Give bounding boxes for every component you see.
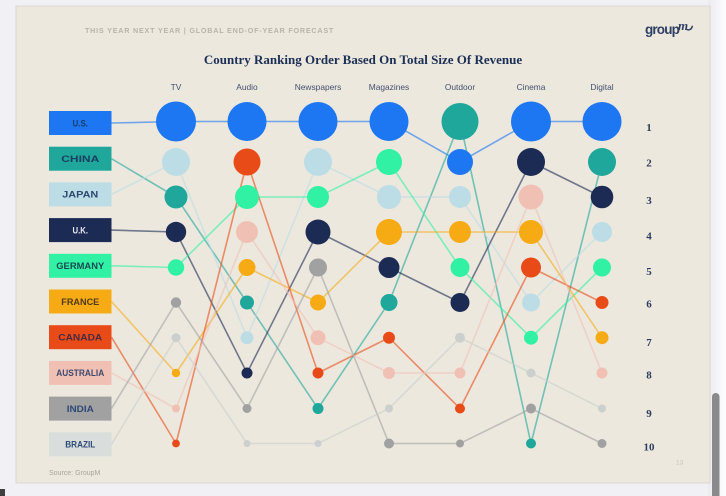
svg-text:GERMANY: GERMANY xyxy=(56,261,105,272)
svg-text:CHINA: CHINA xyxy=(61,154,99,165)
svg-text:Source: GroupM: Source: GroupM xyxy=(49,470,101,477)
svg-text:TV: TV xyxy=(171,82,182,92)
svg-text:Cinema: Cinema xyxy=(517,82,546,92)
svg-text:Outdoor: Outdoor xyxy=(445,82,475,92)
svg-text:BRAZIL: BRAZIL xyxy=(65,440,95,451)
svg-text:Newspapers: Newspapers xyxy=(295,82,342,92)
svg-text:JAPAN: JAPAN xyxy=(62,190,98,201)
svg-text:10: 10 xyxy=(644,441,656,453)
svg-text:5: 5 xyxy=(646,266,652,278)
svg-text:CANADA: CANADA xyxy=(58,333,102,344)
svg-text:13: 13 xyxy=(676,460,684,467)
svg-text:Digital: Digital xyxy=(590,82,613,92)
svg-text:Magazines: Magazines xyxy=(369,82,410,92)
svg-text:U.S.: U.S. xyxy=(73,118,89,129)
svg-text:U.K.: U.K. xyxy=(73,225,89,236)
svg-text:8: 8 xyxy=(646,370,652,382)
svg-text:7: 7 xyxy=(646,337,652,349)
svg-text:6: 6 xyxy=(646,299,652,311)
svg-text:m: m xyxy=(678,18,688,33)
svg-text:INDIA: INDIA xyxy=(67,404,94,415)
svg-text:1: 1 xyxy=(646,122,652,134)
svg-text:FRANCE: FRANCE xyxy=(61,297,99,308)
svg-text:Country Ranking Order Based On: Country Ranking Order Based On Total Siz… xyxy=(204,52,523,67)
svg-text:9: 9 xyxy=(646,408,652,420)
svg-text:THIS YEAR NEXT YEAR | GLOBAL E: THIS YEAR NEXT YEAR | GLOBAL END-OF-YEAR… xyxy=(85,26,334,35)
svg-text:AUSTRALIA: AUSTRALIA xyxy=(56,368,104,379)
svg-text:3: 3 xyxy=(646,195,652,207)
svg-text:group: group xyxy=(645,22,680,37)
svg-text:Audio: Audio xyxy=(236,82,258,92)
svg-text:4: 4 xyxy=(646,231,652,243)
svg-text:2: 2 xyxy=(646,157,652,169)
